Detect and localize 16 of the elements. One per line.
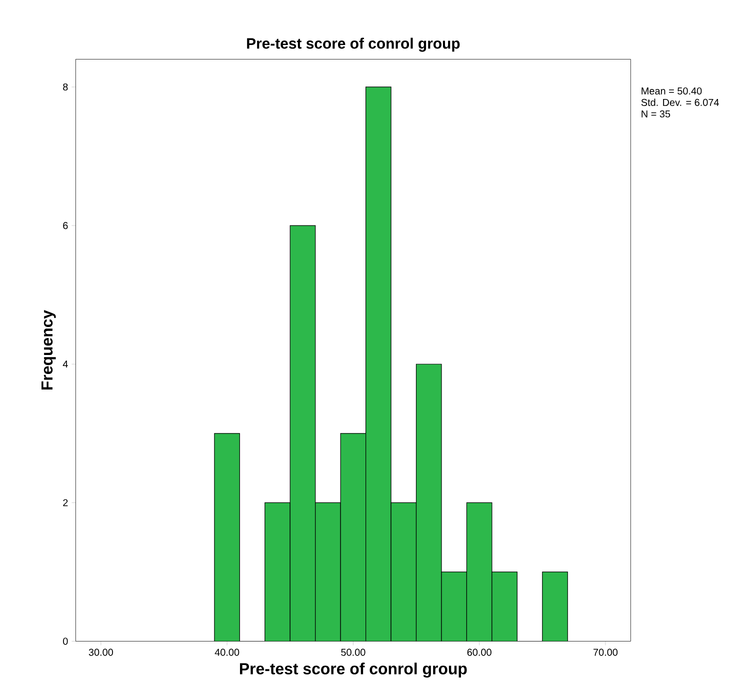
y-tick-label: 0 xyxy=(63,638,68,645)
text: Std. Dev. = 6.074 xyxy=(641,98,719,106)
y-tick-label: 4 xyxy=(62,360,68,368)
chart-title: Pre-test score of conrol group xyxy=(247,38,460,52)
x-axis-title: Pre-test score of conrol group xyxy=(240,662,467,678)
x-tick-label: 70.00 xyxy=(594,648,618,656)
y-tick-label: 6 xyxy=(63,222,68,230)
x-tick-label: 50.00 xyxy=(341,648,366,656)
y-tick-label: 8 xyxy=(63,83,68,90)
x-tick-label: 30.00 xyxy=(88,648,113,656)
text: Mean = 50.40 xyxy=(642,87,702,95)
y-tick-label: 2 xyxy=(63,499,68,506)
text: N = 35 xyxy=(642,110,670,118)
x-tick-label: 40.00 xyxy=(214,648,240,656)
y-axis-title: Frequency xyxy=(42,310,56,390)
x-tick-label: 60.00 xyxy=(467,648,492,656)
